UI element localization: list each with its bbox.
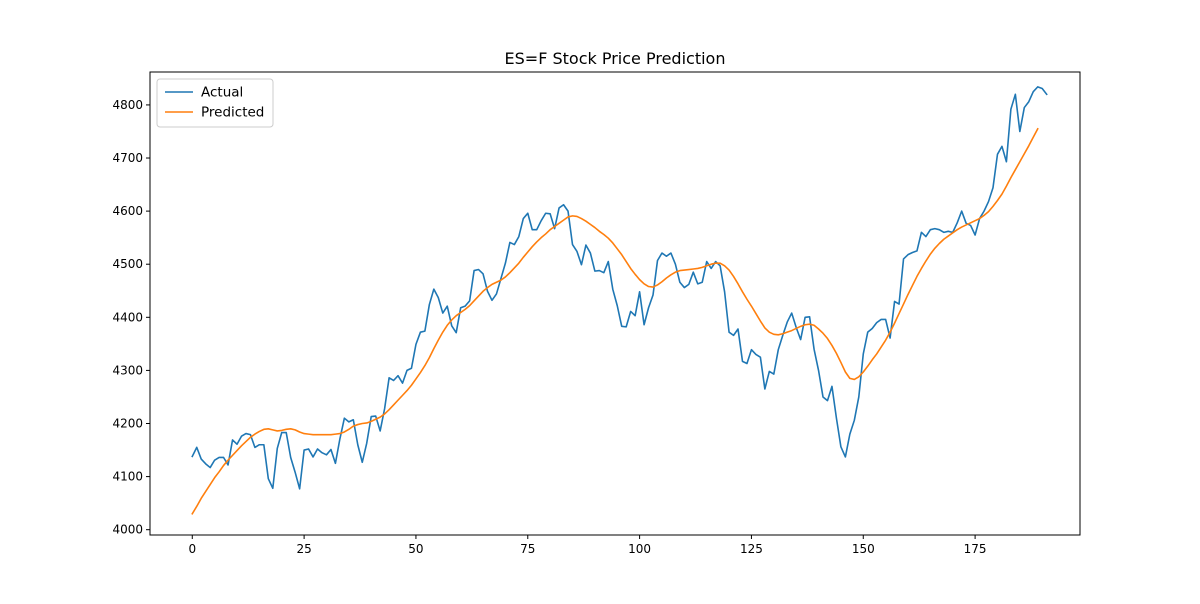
legend-label-actual: Actual xyxy=(201,85,243,101)
series-line-predicted xyxy=(191,127,1039,515)
y-tick-label: 4300 xyxy=(112,363,143,377)
y-tick-label: 4800 xyxy=(112,98,143,112)
x-tick-label: 150 xyxy=(852,542,875,556)
x-tick-label: 100 xyxy=(628,542,651,556)
y-tick-label: 4700 xyxy=(112,151,143,165)
chart-title: ES=F Stock Price Prediction xyxy=(505,49,726,68)
series-line-actual xyxy=(191,86,1048,490)
y-tick-label: 4100 xyxy=(112,470,143,484)
y-tick-label: 4600 xyxy=(112,204,143,218)
plot-area xyxy=(191,86,1048,515)
x-tick-label: 50 xyxy=(408,542,423,556)
x-tick-label: 175 xyxy=(964,542,987,556)
x-tick-label: 0 xyxy=(188,542,196,556)
y-tick-label: 4500 xyxy=(112,257,143,271)
legend-box xyxy=(156,78,274,128)
x-tick-label: 75 xyxy=(520,542,535,556)
legend-label-predicted: Predicted xyxy=(201,105,264,121)
legend: Actual Predicted xyxy=(156,78,274,128)
axes-frame xyxy=(149,71,1081,536)
y-tick-label: 4000 xyxy=(112,523,143,537)
x-tick-label: 125 xyxy=(740,542,763,556)
y-tick-label: 4200 xyxy=(112,416,143,430)
axes: 0 25 50 75 100 125 150 175 4000 4100 4200 4300 4400 4… xyxy=(112,71,1081,556)
y-tick-label: 4400 xyxy=(112,310,143,324)
x-tick-label: 25 xyxy=(296,542,311,556)
